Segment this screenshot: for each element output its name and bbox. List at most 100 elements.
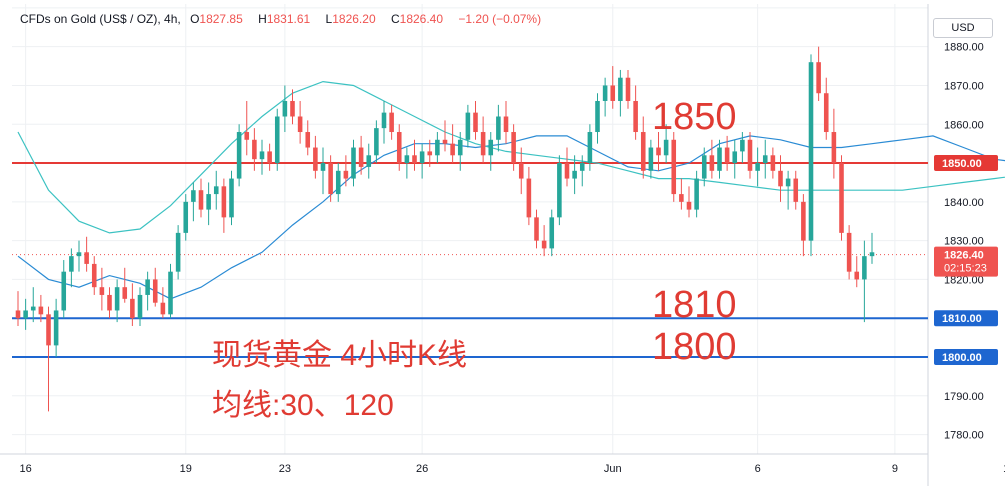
candle: [717, 139, 722, 179]
candle: [335, 163, 341, 202]
time-tick-label: 6: [755, 463, 761, 475]
candle: [808, 54, 814, 257]
ohlc-high: H1831.61: [258, 12, 311, 26]
candle-body: [823, 93, 829, 133]
time-tick-label: 19: [180, 463, 192, 475]
candle-body: [778, 170, 783, 187]
candle: [640, 116, 646, 179]
last-price-label: 1826.40: [944, 250, 984, 262]
candle-body: [839, 163, 844, 233]
time-axis[interactable]: 16192326Jun691316: [20, 463, 1005, 475]
chart-caption: 现货黄金 4小时K线: [212, 339, 468, 372]
moving-average-lines: [17, 80, 1005, 300]
candle: [747, 132, 753, 179]
ohlc-low: L1826.20: [325, 12, 376, 26]
candle: [427, 139, 433, 167]
candle-body: [76, 252, 82, 257]
candle: [114, 279, 120, 323]
level-badge-label: 1850.00: [942, 158, 982, 170]
candle: [625, 69, 631, 109]
price-axis[interactable]: 1780.00 1790.00 1800.00 1810.00 1820.00 1830.…: [934, 42, 998, 442]
time-tick-label: 26: [416, 463, 428, 475]
candle-body: [610, 85, 616, 101]
candle: [839, 155, 844, 241]
candle: [694, 170, 699, 218]
candle: [213, 170, 219, 210]
candle-body: [694, 178, 699, 210]
candle-body: [640, 132, 646, 171]
candle: [610, 66, 616, 109]
candle-body: [244, 132, 250, 140]
candle-body: [602, 85, 608, 101]
candle: [76, 240, 82, 272]
candle-body: [747, 139, 753, 171]
candle-body: [99, 287, 105, 295]
candle-body: [435, 139, 440, 156]
candle: [206, 182, 211, 226]
currency-unit-button[interactable]: USD: [933, 18, 993, 38]
candle: [823, 77, 829, 140]
candle-body: [457, 139, 463, 156]
candle-body: [160, 302, 166, 315]
candle: [816, 46, 821, 101]
candle-body: [366, 155, 372, 167]
candle-body: [297, 116, 303, 133]
candle: [503, 100, 509, 144]
candle: [236, 124, 242, 187]
annotation-1850: 1850: [652, 96, 737, 138]
price-tick-label: 1830.00: [944, 236, 984, 248]
candle: [221, 178, 227, 233]
candle: [526, 166, 532, 226]
candle-body: [679, 194, 684, 202]
candle-body: [381, 112, 387, 129]
level-badge-1850: [934, 155, 998, 172]
candle-body: [114, 287, 120, 311]
price-tick-label: 1790.00: [944, 391, 984, 403]
candle-body: [313, 147, 318, 171]
candle-body: [732, 151, 738, 164]
candle-body: [252, 139, 257, 160]
candle: [869, 232, 875, 264]
candle: [602, 77, 608, 117]
price-tick-label: 1860.00: [944, 119, 984, 131]
candle: [671, 132, 677, 202]
candle: [709, 139, 715, 179]
candle-body: [770, 155, 776, 171]
candle-body: [267, 151, 272, 164]
candle: [663, 124, 669, 164]
candle: [549, 209, 555, 257]
candle-body: [183, 201, 189, 233]
candle-body: [549, 217, 555, 249]
candle-body: [511, 132, 516, 164]
candle-body: [862, 256, 867, 280]
candle-body: [168, 271, 173, 315]
price-tick-label: 1820.00: [944, 274, 984, 286]
candle-body: [213, 186, 219, 195]
candle: [389, 104, 394, 140]
candle: [557, 155, 562, 226]
candle-body: [427, 151, 433, 156]
candle: [633, 85, 638, 140]
candle: [366, 143, 372, 179]
candle-body: [84, 252, 89, 264]
candle-body: [816, 62, 821, 94]
candle-body: [541, 240, 547, 249]
candle-body: [320, 163, 326, 171]
candle: [404, 147, 410, 179]
price-tick-label: 1780.00: [944, 430, 984, 442]
candle-body: [236, 132, 242, 179]
candle: [191, 182, 196, 222]
candle: [30, 287, 36, 323]
candle-body: [572, 170, 577, 179]
candle: [145, 271, 150, 311]
candle-body: [496, 116, 501, 140]
level-badge-label: 1810.00: [942, 313, 982, 325]
candle-body: [404, 155, 410, 164]
candle: [778, 155, 783, 202]
candle-body: [46, 314, 51, 346]
candle-body: [191, 190, 196, 202]
candle: [175, 225, 181, 280]
candle: [846, 225, 852, 280]
